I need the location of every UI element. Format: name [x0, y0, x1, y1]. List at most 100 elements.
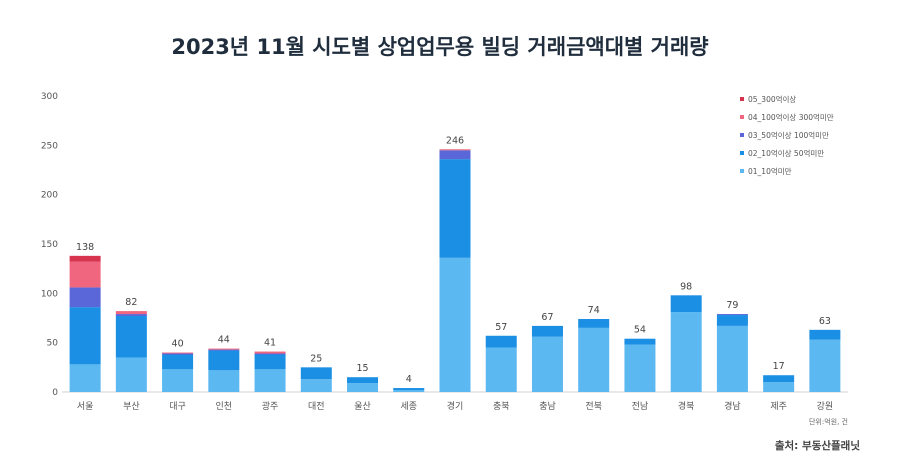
bar-segment: [208, 370, 240, 392]
x-tick-label: 부산: [123, 401, 140, 412]
bar-segment: [162, 354, 194, 370]
x-tick-label: 울산: [354, 401, 371, 412]
bar-segment: [485, 335, 517, 348]
bar-segment: [208, 348, 240, 350]
bar-segment: [393, 388, 425, 391]
bar-segment: [254, 351, 286, 354]
bar-segment: [809, 329, 841, 340]
bar-segment: [670, 312, 702, 392]
bar-segment: [162, 369, 194, 392]
x-tick-label: 충남: [539, 401, 556, 412]
legend-swatch: [740, 151, 744, 155]
total-label: 4: [406, 374, 412, 385]
bar-segment: [162, 352, 194, 354]
bar-segment: [809, 339, 841, 392]
bar-segment: [69, 255, 101, 262]
bar-segment: [763, 382, 795, 392]
x-tick-label: 서울: [77, 401, 94, 412]
total-labels: 138 82 40 44 41 25 15 4 246 57 67 74 54 98 79 17 63: [76, 135, 831, 385]
legend-swatch: [740, 115, 744, 119]
bar-segment: [347, 383, 379, 392]
x-tick-label: 대구: [169, 401, 186, 412]
total-label: 98: [680, 281, 692, 292]
y-tick-label: 200: [41, 191, 58, 201]
bar-segment: [208, 349, 240, 351]
total-label: 44: [218, 335, 230, 346]
bar-segment: [578, 327, 610, 392]
total-label: 138: [76, 242, 94, 253]
bar-segment: [716, 315, 748, 326]
total-label: 74: [588, 305, 600, 316]
y-tick-label: 0: [52, 388, 58, 398]
legend-label: 01_10억미만: [748, 167, 792, 176]
y-tick-label: 150: [41, 240, 58, 250]
x-tick-label: 대전: [308, 401, 325, 412]
total-label: 57: [495, 322, 507, 333]
legend-swatch: [740, 97, 744, 101]
x-tick-label: 강원: [817, 401, 834, 412]
bar-segment: [624, 338, 656, 345]
x-tick-label: 광주: [262, 400, 279, 412]
total-label: 17: [773, 361, 785, 372]
x-axis: 서울 부산 대구 인천 광주 대전 울산 세종 경기 충북 충남 전북 전남 경북 경남 제주 강원: [77, 400, 833, 412]
y-axis: 0 50 100 150 200 250 300: [41, 92, 58, 398]
bar-segment: [69, 364, 101, 392]
bar-segment: [69, 261, 101, 288]
total-label: 25: [310, 353, 322, 364]
total-label: 82: [125, 297, 137, 308]
legend-swatch: [740, 133, 744, 137]
bar-segment: [763, 375, 795, 383]
x-tick-label: 제주: [770, 401, 787, 412]
x-tick-label: 세종: [400, 401, 417, 412]
total-label: 63: [819, 316, 831, 327]
y-tick-label: 50: [47, 339, 59, 349]
y-tick-label: 100: [41, 289, 58, 299]
unit-note: 단위:억원, 건: [809, 417, 848, 426]
x-tick-label: 경남: [724, 400, 741, 412]
legend-swatch: [740, 169, 744, 173]
y-tick-label: 300: [41, 92, 58, 102]
bar-segment: [300, 367, 332, 380]
bar-segment: [115, 311, 147, 315]
total-label: 246: [446, 135, 464, 146]
bar-segment: [254, 354, 286, 370]
total-label: 79: [726, 300, 738, 311]
bars: [69, 149, 841, 392]
legend-label: 03_50억이상 100억미만: [748, 130, 829, 140]
bar-segment: [439, 257, 471, 392]
bar-segment: [578, 318, 610, 328]
legend: 05_300억이상 04_100억이상 300억미만 03_50억이상 100억미만…: [740, 94, 834, 176]
bar-segment: [439, 159, 471, 258]
bar-segment: [69, 307, 101, 365]
bar-segment: [716, 325, 748, 392]
bar-segment: [162, 353, 194, 355]
x-tick-label: 경기: [447, 400, 464, 412]
bar-segment: [254, 353, 286, 355]
bar-segment: [254, 369, 286, 392]
bar-segment: [115, 314, 147, 317]
bar-segment: [439, 150, 471, 160]
bar-segment: [347, 377, 379, 384]
bar-segment: [69, 287, 101, 308]
bar-segment: [670, 295, 702, 313]
total-label: 15: [356, 363, 368, 374]
bar-segment: [300, 379, 332, 392]
total-label: 67: [541, 312, 553, 323]
total-label: 54: [634, 325, 646, 336]
source-label: 출처: 부동산플래닛: [775, 439, 860, 452]
legend-label: 04_100억이상 300억미만: [748, 112, 834, 122]
total-label: 40: [172, 339, 184, 350]
legend-label: 02_10억이상 50억미만: [748, 148, 824, 158]
bar-segment: [624, 344, 656, 392]
total-label: 41: [264, 338, 276, 349]
x-tick-label: 경북: [678, 400, 695, 412]
bar-segment: [485, 347, 517, 392]
bar-segment: [115, 357, 147, 392]
bar-segment: [208, 350, 240, 371]
bar-segment: [439, 149, 471, 151]
bar-segment: [531, 325, 563, 337]
bar-segment: [393, 390, 425, 392]
x-tick-label: 전북: [585, 401, 602, 412]
chart-title: 2023년 11월 시도별 상업업무용 빌딩 거래금액대별 거래량: [171, 35, 708, 59]
